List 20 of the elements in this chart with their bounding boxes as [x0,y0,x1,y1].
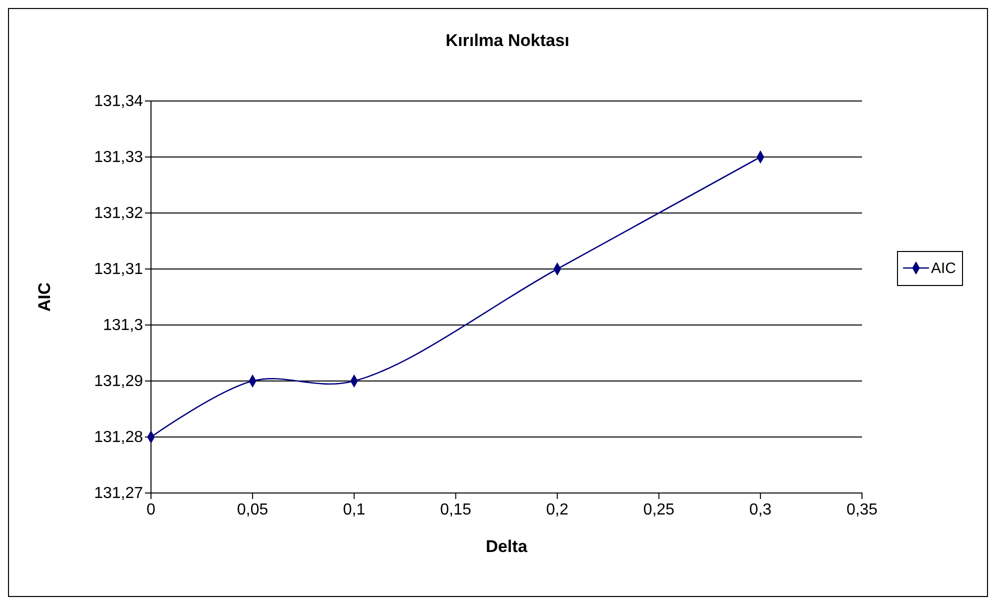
y-tick-label: 131,33 [94,149,144,166]
x-tick-label: 0,35 [846,501,878,518]
y-tick-label: 131,32 [94,205,144,222]
x-tick-label: 0 [146,501,156,518]
x-tick-label: 0,15 [440,501,472,518]
y-tick-label: 131,29 [94,373,144,390]
x-tick-label: 0,05 [237,501,268,518]
x-tick-label: 0,3 [749,501,772,518]
x-tick-label: 0,1 [343,501,366,518]
y-axis-title: AIC [35,282,54,312]
y-tick-label: 131,27 [94,485,144,502]
chart-title: Kırılma Noktası [446,31,570,50]
x-axis-title: Delta [486,537,528,556]
y-tick-label: 131,31 [94,261,144,278]
y-tick-label: 131,3 [102,317,144,334]
legend-label: AIC [931,260,956,277]
y-tick-label: 131,34 [94,93,144,110]
x-tick-label: 0,2 [546,501,569,518]
y-tick-label: 131,28 [94,429,144,446]
x-tick-label: 0,25 [643,501,675,518]
